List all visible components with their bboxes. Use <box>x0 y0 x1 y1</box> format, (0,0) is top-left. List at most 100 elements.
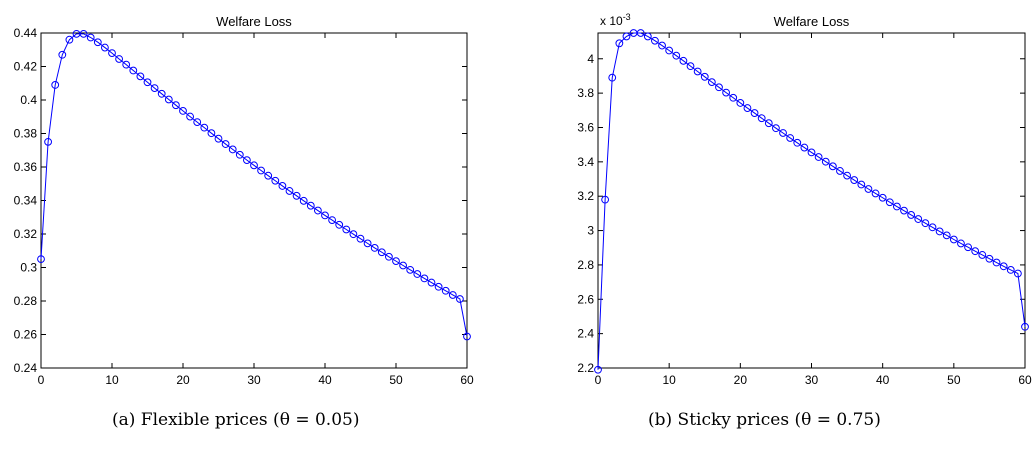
data-point <box>722 88 730 97</box>
x-tick-label: 60 <box>460 373 474 387</box>
data-point <box>658 41 666 50</box>
x-tick-label: 60 <box>1018 373 1032 387</box>
data-point <box>392 257 400 266</box>
data-point <box>608 73 617 82</box>
data-point <box>1013 269 1022 278</box>
data-point <box>37 255 45 264</box>
data-point <box>1021 322 1029 331</box>
y-tick-label: 2.4 <box>577 327 594 341</box>
data-point <box>757 114 766 123</box>
x-tick-label: 20 <box>176 373 190 387</box>
data-point <box>157 89 166 98</box>
data-point <box>743 104 752 112</box>
data-point <box>836 167 844 175</box>
data-point <box>764 119 773 128</box>
data-point <box>342 225 351 234</box>
series-line <box>597 32 1026 370</box>
data-point <box>335 220 344 229</box>
data-point <box>850 176 859 184</box>
data-point <box>921 219 930 228</box>
data-point <box>377 248 386 257</box>
y-tick-label: 0.3 <box>20 261 37 275</box>
data-point <box>985 254 994 263</box>
data-point <box>285 187 294 195</box>
data-point <box>779 129 787 137</box>
data-point <box>420 274 429 283</box>
y-tick-label: 2.2 <box>577 361 594 375</box>
data-point <box>871 189 880 198</box>
data-point <box>58 50 67 59</box>
data-point <box>786 134 795 142</box>
data-point <box>44 137 52 146</box>
data-point <box>129 66 138 75</box>
data-point <box>750 109 759 117</box>
data-point <box>271 176 280 185</box>
data-point <box>356 234 365 243</box>
y-tick-label: 0.32 <box>14 227 38 241</box>
data-point <box>363 239 372 248</box>
data-point <box>278 182 287 190</box>
x-tick-label: 10 <box>105 373 119 387</box>
data-point <box>292 191 301 200</box>
data-point <box>800 143 809 152</box>
x-tick-label: 30 <box>805 373 819 387</box>
y-tick-label: 0.26 <box>14 328 38 342</box>
data-point <box>864 185 873 193</box>
y-tick-label: 0.28 <box>14 294 38 308</box>
data-point <box>228 145 237 154</box>
y-tick-label: 2.6 <box>577 292 594 306</box>
y-tick-label: 4 <box>587 52 594 66</box>
data-point <box>108 49 116 57</box>
data-point <box>672 51 681 60</box>
plot-area <box>40 32 468 369</box>
data-point <box>86 33 95 42</box>
data-point <box>207 129 216 138</box>
data-point <box>843 171 851 180</box>
y-tick-label: 0.36 <box>14 160 38 174</box>
data-point <box>715 83 723 92</box>
data-point <box>949 235 958 244</box>
data-point <box>164 95 173 104</box>
data-point <box>385 252 393 261</box>
data-point <box>243 156 251 165</box>
x-tick-label: 0 <box>595 373 602 387</box>
y-tick-label: 3.6 <box>577 120 594 134</box>
y-tick-label: 3.2 <box>577 189 594 203</box>
data-point <box>957 239 965 248</box>
caption-sticky-prices: (b) Sticky prices (θ = 0.75) <box>648 410 881 430</box>
data-point <box>370 244 379 252</box>
data-point <box>907 211 916 219</box>
data-point <box>729 93 738 102</box>
data-point <box>857 180 866 189</box>
data-point <box>456 295 464 303</box>
data-point <box>328 216 337 224</box>
y-tick-label: 0.38 <box>14 127 38 141</box>
data-point <box>935 227 944 236</box>
x-tick-label: 0 <box>38 373 45 387</box>
data-point <box>448 291 457 299</box>
data-point <box>807 148 816 157</box>
data-point <box>122 60 131 69</box>
data-point <box>828 162 837 171</box>
data-point <box>893 202 901 211</box>
data-point <box>707 78 716 87</box>
data-point <box>150 84 159 93</box>
chart-title: Welfare Loss <box>774 14 850 29</box>
data-point <box>636 29 645 37</box>
data-point <box>885 198 894 207</box>
y-exponent-label: x 10-3 <box>600 12 631 28</box>
data-point <box>427 278 436 287</box>
data-point <box>306 201 315 210</box>
data-point <box>250 161 258 170</box>
data-point <box>992 258 1001 267</box>
x-tick-label: 10 <box>662 373 676 387</box>
data-point <box>399 261 408 270</box>
y-tick-label: 3.4 <box>577 155 594 169</box>
caption-flexible-prices: (a) Flexible prices (θ = 0.05) <box>112 410 360 430</box>
data-point <box>136 72 145 81</box>
data-point <box>349 230 358 239</box>
data-point <box>193 118 202 127</box>
data-point <box>179 106 187 115</box>
x-tick-label: 40 <box>318 373 332 387</box>
